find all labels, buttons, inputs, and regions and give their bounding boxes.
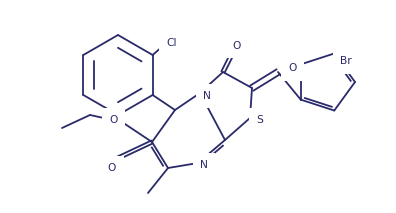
Text: O: O xyxy=(288,63,297,73)
Text: O: O xyxy=(108,163,116,173)
Text: Cl: Cl xyxy=(167,38,177,48)
Text: S: S xyxy=(256,115,263,125)
Text: N: N xyxy=(200,160,208,170)
Text: N: N xyxy=(203,91,211,101)
Text: O: O xyxy=(233,41,241,51)
Text: Br: Br xyxy=(340,56,352,66)
Text: O: O xyxy=(110,115,118,125)
